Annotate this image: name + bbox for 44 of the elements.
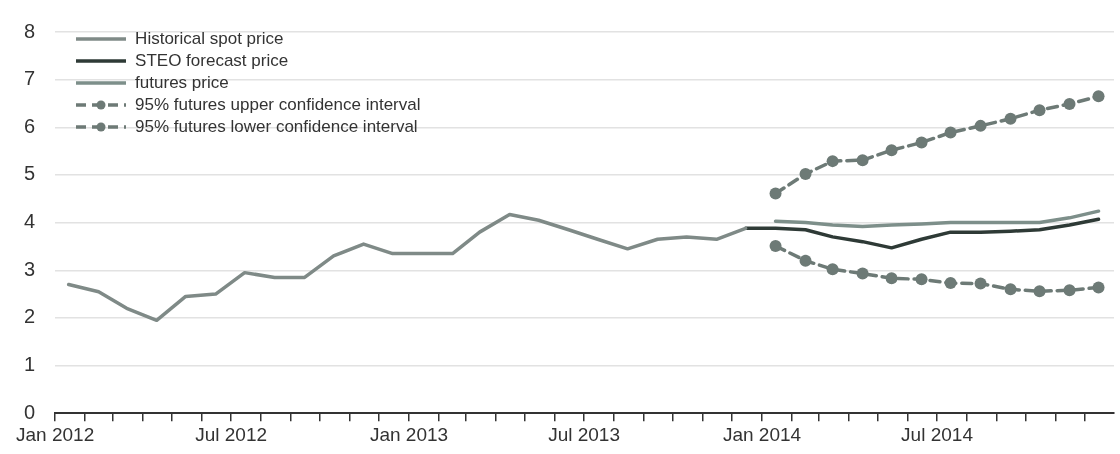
point — [826, 263, 839, 276]
legend-label: STEO forecast price — [135, 50, 289, 72]
x-tick-label: Jul 2013 — [548, 423, 620, 445]
y-tick-label: 1 — [24, 353, 36, 376]
y-tick-label: 4 — [24, 210, 36, 233]
point — [769, 187, 782, 200]
legend-label: 95% futures lower confidence interval — [135, 116, 418, 138]
point — [1092, 90, 1105, 103]
point — [769, 239, 782, 252]
point — [1004, 112, 1017, 125]
point — [1004, 283, 1017, 296]
point — [915, 273, 928, 286]
point — [974, 119, 987, 132]
y-tick-label: 8 — [24, 19, 36, 42]
y-tick-label: 0 — [24, 400, 36, 423]
legend-label: Historical spot price — [135, 28, 284, 50]
point — [944, 126, 957, 139]
x-tick-label: Jul 2012 — [195, 423, 268, 445]
point — [799, 168, 812, 180]
x-tick-label: Jan 2014 — [722, 423, 802, 445]
y-tick-label: 6 — [24, 114, 36, 137]
point — [826, 155, 839, 168]
y-tick-label: 3 — [24, 257, 36, 280]
point — [944, 277, 957, 290]
legend-label: 95% futures upper confidence interval — [135, 94, 421, 116]
x-tick-label: Jul 2014 — [901, 423, 974, 445]
point — [885, 144, 898, 157]
point — [885, 272, 898, 285]
point — [915, 136, 928, 149]
x-tick-label: Jan 2012 — [16, 423, 95, 445]
y-tick-label: 7 — [24, 67, 36, 90]
point — [1033, 285, 1046, 298]
point — [1063, 97, 1076, 110]
point — [799, 254, 812, 267]
point — [856, 267, 869, 280]
x-tick-label: Jan 2013 — [369, 423, 449, 445]
y-tick-label: 2 — [24, 305, 36, 328]
point — [1033, 104, 1046, 117]
y-tick-label: 5 — [24, 162, 36, 185]
point — [1092, 281, 1105, 294]
point — [856, 154, 869, 167]
point — [1063, 284, 1076, 297]
legend-label: futures price — [135, 72, 229, 94]
point — [974, 277, 987, 290]
